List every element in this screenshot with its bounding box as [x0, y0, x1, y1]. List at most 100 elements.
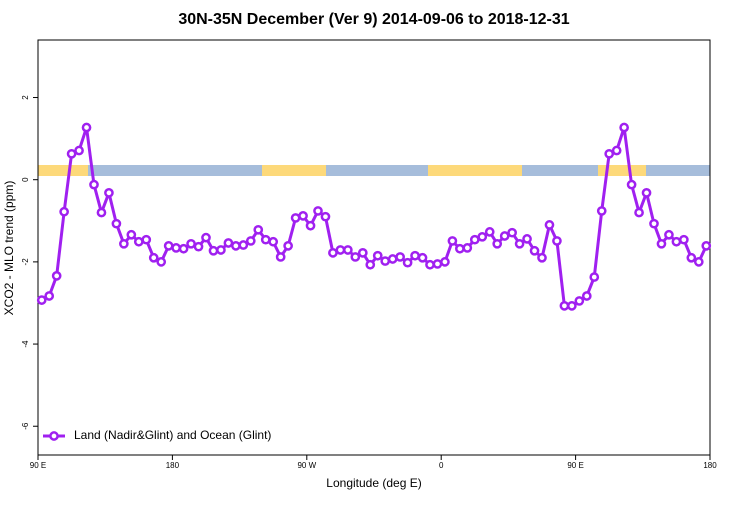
point: [469, 234, 480, 245]
point: [156, 257, 167, 267]
point: [320, 211, 331, 222]
x-tick-label: 90 E: [567, 461, 583, 470]
point: [574, 296, 585, 306]
point: [581, 291, 592, 301]
point: [410, 250, 420, 261]
point: [499, 231, 510, 241]
point: [693, 257, 704, 267]
point: [231, 241, 241, 251]
point: [223, 238, 234, 248]
point: [350, 252, 361, 262]
point: [328, 247, 338, 258]
land-strip: [598, 165, 646, 176]
y-axis-label: XCO2 - MLO trend (ppm): [2, 181, 16, 316]
point: [567, 300, 577, 311]
point: [119, 238, 129, 249]
point: [283, 241, 293, 251]
point: [432, 259, 443, 269]
point: [537, 252, 547, 263]
point: [447, 236, 458, 246]
point: [514, 238, 525, 249]
point: [664, 229, 674, 240]
point: [89, 179, 99, 190]
point: [372, 250, 383, 261]
point: [455, 243, 465, 254]
x-tick-label: 0: [439, 461, 444, 470]
y-tick-label: 0: [21, 177, 30, 182]
point: [96, 207, 107, 218]
legend-swatch-point: [49, 431, 59, 441]
point: [634, 207, 644, 218]
point: [163, 241, 174, 251]
point: [104, 188, 114, 198]
y-tick-label: 2: [21, 95, 30, 100]
point: [462, 243, 473, 253]
point: [686, 252, 697, 263]
point: [171, 243, 181, 253]
point: [335, 245, 346, 255]
point: [178, 243, 189, 254]
point: [626, 179, 637, 190]
point: [507, 227, 517, 238]
point: [417, 252, 428, 263]
point: [148, 252, 159, 263]
point: [596, 206, 607, 216]
point: [260, 234, 271, 245]
x-tick-label: 90 W: [297, 461, 316, 470]
point: [245, 236, 256, 246]
point: [656, 238, 667, 249]
point: [641, 188, 652, 198]
point: [343, 245, 353, 255]
chart-title: 30N-35N December (Ver 9) 2014-09-06 to 2…: [178, 11, 569, 28]
point: [208, 245, 219, 256]
point: [484, 227, 495, 237]
point: [313, 206, 323, 216]
point: [604, 148, 615, 159]
point: [141, 234, 152, 245]
point: [216, 245, 226, 255]
point: [133, 236, 144, 247]
point: [679, 234, 689, 245]
point: [552, 236, 562, 246]
point: [111, 218, 122, 229]
land-strip: [428, 165, 522, 176]
legend-label: Land (Nadir&Glint) and Ocean (Glint): [74, 428, 271, 442]
point: [253, 224, 264, 235]
point: [44, 291, 55, 301]
point: [649, 218, 659, 229]
point: [402, 257, 413, 268]
point: [671, 236, 682, 247]
x-tick-label: 180: [166, 461, 180, 470]
point: [395, 252, 405, 262]
x-tick-label: 180: [703, 461, 717, 470]
point: [559, 300, 570, 311]
point: [59, 206, 69, 217]
point: [544, 220, 555, 230]
x-tick-label: 90 E: [30, 461, 46, 470]
point: [380, 256, 391, 266]
point: [492, 238, 503, 249]
land-strip: [262, 165, 326, 176]
point: [193, 241, 204, 252]
point: [275, 252, 286, 262]
point: [440, 257, 450, 267]
plot-frame: [37, 39, 711, 456]
point: [357, 247, 368, 258]
point: [81, 122, 92, 133]
y-tick-label: -4: [21, 340, 30, 348]
point: [365, 259, 376, 270]
point: [619, 122, 629, 133]
point: [51, 271, 62, 281]
y-tick-label: -2: [21, 258, 30, 266]
point: [425, 259, 435, 270]
point: [387, 254, 398, 264]
point: [589, 272, 600, 282]
y-tick-label: -6: [21, 422, 30, 430]
point: [290, 213, 301, 223]
point: [477, 231, 488, 242]
point: [305, 220, 316, 231]
point: [611, 145, 622, 156]
point: [701, 241, 712, 251]
point: [201, 232, 211, 243]
